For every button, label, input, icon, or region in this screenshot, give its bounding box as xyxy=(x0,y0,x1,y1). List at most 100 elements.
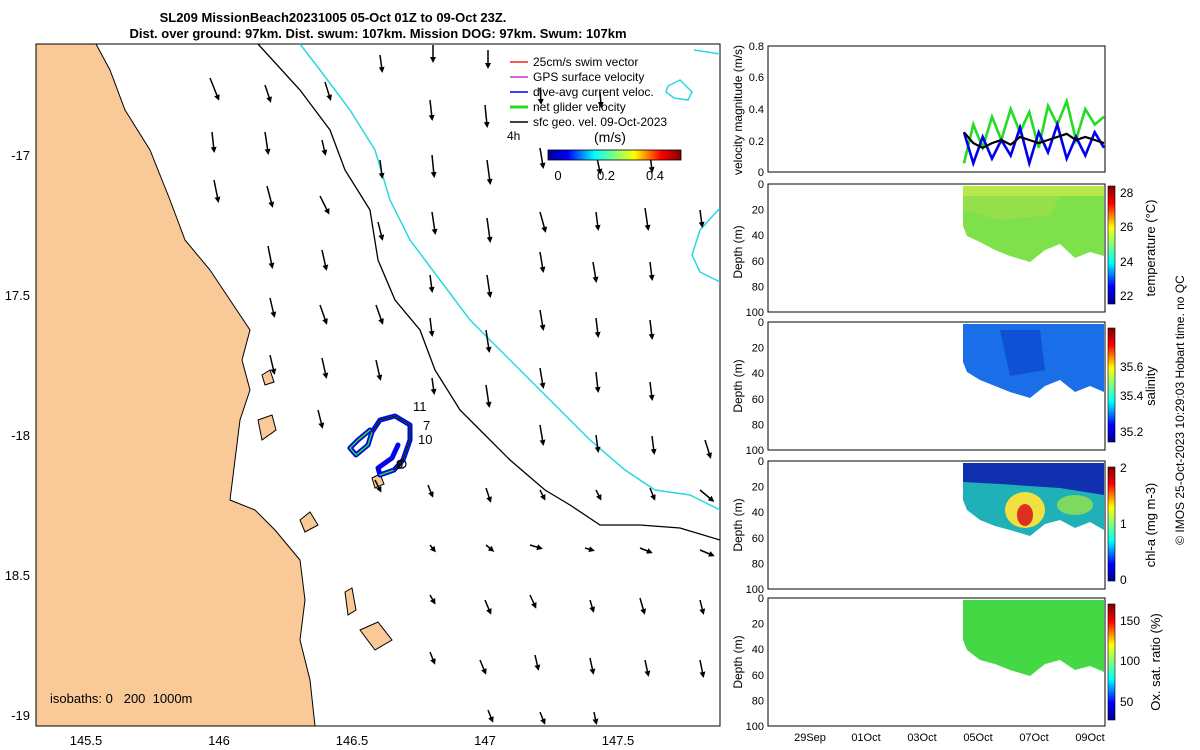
temperature-warm-band xyxy=(963,186,1104,196)
legend-dive-avg: dive-avg current veloc. xyxy=(533,85,654,99)
date-tick-09oct: 09Oct xyxy=(1075,732,1104,744)
lon-tick-147.5: 147.5 xyxy=(602,733,635,748)
lat-tick-17.5: 17.5 xyxy=(5,288,30,303)
temperature-mid-patch xyxy=(963,196,1060,220)
isobath-200m-east xyxy=(691,207,720,283)
map-lat-axis: -17 17.5 -18 18.5 -19 xyxy=(5,148,30,723)
velocity-panel-frame xyxy=(767,45,1106,173)
depth-tick-panel2-80: 80 xyxy=(752,419,764,431)
temperature-cblabel: temperature (°C) xyxy=(1143,200,1158,297)
colorbar-tick-2: 0.4 xyxy=(646,168,664,183)
depth-tick-panel4-80: 80 xyxy=(752,695,764,707)
depth-tick-panel3-60: 60 xyxy=(752,533,764,545)
legend-sfc-geo: sfc geo. vel. 09-Oct-2023 xyxy=(533,115,667,129)
depth-tick-panel1-100: 100 xyxy=(746,307,764,319)
chla-cblabel: chl-a (mg m-3) xyxy=(1143,483,1158,568)
track-label-11: 11 xyxy=(413,399,427,414)
lat-tick-17: -17 xyxy=(11,148,30,163)
velocity-lines xyxy=(962,97,1106,169)
velocity-ylabel: velocity magnitude (m/s) xyxy=(731,45,745,175)
coastline-land xyxy=(36,44,316,726)
depth-tick-panel3-20: 20 xyxy=(752,482,764,494)
oxygen-cbtick-50: 50 xyxy=(1120,695,1134,709)
track-label-9: 9 xyxy=(396,457,403,472)
oxygen-panel: Depth (m) 50 100 150 Ox. sat. ratio (%) xyxy=(731,597,1163,727)
island-2 xyxy=(299,511,319,533)
chla-patch-green xyxy=(1057,495,1093,515)
date-tick-03oct: 03Oct xyxy=(907,732,936,744)
depth-tick-panel2-60: 60 xyxy=(752,394,764,406)
depth-tick-panel4-100: 100 xyxy=(746,721,764,733)
isobath-1000m xyxy=(257,44,720,541)
colorbar-units: (m/s) xyxy=(594,129,626,145)
salinity-cbtick-35.6: 35.6 xyxy=(1120,360,1144,374)
track-label-10: 10 xyxy=(418,432,432,447)
lon-tick-145.5: 145.5 xyxy=(70,733,103,748)
chla-surface-band xyxy=(963,463,1104,495)
oxygen-cbtick-100: 100 xyxy=(1120,654,1140,668)
island-6 xyxy=(371,473,385,489)
lat-tick-18: -18 xyxy=(11,428,30,443)
velocity-panel: velocity magnitude (m/s) 0 0.2 0.4 0.6 0… xyxy=(731,41,1106,179)
imos-credit: © IMOS 25-Oct-2023 10:29:03 Hobart time.… xyxy=(1173,275,1187,545)
chla-cbtick-2: 2 xyxy=(1120,461,1127,475)
isobath-200m-ne xyxy=(665,79,693,101)
velocity-ytick-0: 0 xyxy=(758,167,764,179)
island-4 xyxy=(359,621,393,651)
map-lon-axis: 145.5 146 146.5 147 147.5 xyxy=(70,733,635,748)
oxygen-section xyxy=(963,600,1104,676)
date-axis: 29Sep 01Oct 03Oct 05Oct 07Oct 09Oct xyxy=(794,732,1105,744)
chla-panel: Depth (m) 0 1 2 chl-a (mg m-3) xyxy=(731,460,1158,590)
chla-colorbar xyxy=(1107,466,1116,582)
sfc-geo-velocity-arrows xyxy=(209,45,715,725)
map-panel: 11 7 10 9 25cm/s swim vector GPS surface… xyxy=(5,43,721,748)
temperature-cbtick-28: 28 xyxy=(1120,186,1134,200)
depth-tick-panel3-40: 40 xyxy=(752,507,764,519)
depth-tick-panel4-20: 20 xyxy=(752,619,764,631)
colorbar-tick-1: 0.2 xyxy=(597,168,615,183)
lon-tick-147: 147 xyxy=(474,733,496,748)
depth-tick-panel2-100: 100 xyxy=(746,445,764,457)
chla-max-patch-red xyxy=(1017,504,1033,526)
depth-tick-panel3-80: 80 xyxy=(752,558,764,570)
salinity-panel: Depth (m) 35.2 35.4 35.6 salinity xyxy=(731,321,1158,451)
velocity-series-0 xyxy=(962,97,1105,164)
depth-tick-panel1-80: 80 xyxy=(752,281,764,293)
velocity-ytick-4: 0.8 xyxy=(749,41,764,53)
depth-tick-panel1-0: 0 xyxy=(758,179,764,191)
depth-tick-panel2-40: 40 xyxy=(752,368,764,380)
velocity-series-2 xyxy=(963,131,1105,150)
legend-time-step: 4h xyxy=(507,129,520,143)
figure-title-line2: Dist. over ground: 97km. Dist. swum: 107… xyxy=(129,26,626,41)
salinity-ylabel: Depth (m) xyxy=(731,359,745,412)
temperature-ylabel: Depth (m) xyxy=(731,225,745,278)
speed-colorbar xyxy=(547,149,682,161)
legend-net-glider: net glider velocity xyxy=(533,100,626,114)
velocity-ytick-3: 0.6 xyxy=(749,72,764,84)
lon-tick-146.5: 146.5 xyxy=(336,733,369,748)
timeseries-panels: velocity magnitude (m/s) 0 0.2 0.4 0.6 0… xyxy=(731,41,1163,744)
oxygen-colorbar xyxy=(1107,603,1116,721)
temperature-colorbar xyxy=(1107,185,1116,305)
isobath-200m-top xyxy=(693,49,720,55)
temperature-panel: Depth (m) 22 24 26 28 temperature (°C) xyxy=(731,183,1158,313)
map-legend: 25cm/s swim vector GPS surface velocity … xyxy=(507,55,682,183)
depth-tick-panel4-60: 60 xyxy=(752,670,764,682)
salinity-cbtick-35.2: 35.2 xyxy=(1120,425,1144,439)
temperature-cbtick-26: 26 xyxy=(1120,220,1134,234)
depth-tick-panel1-40: 40 xyxy=(752,230,764,242)
temperature-cbtick-24: 24 xyxy=(1120,255,1134,269)
depth-tick-panel4-40: 40 xyxy=(752,644,764,656)
isobath-200m xyxy=(299,44,720,511)
velocity-ytick-2: 0.4 xyxy=(749,104,764,116)
figure-title-line1: SL209 MissionBeach20231005 05-Oct 01Z to… xyxy=(160,10,507,25)
velocity-ytick-1: 0.2 xyxy=(749,136,764,148)
oxygen-cblabel: Ox. sat. ratio (%) xyxy=(1148,613,1163,711)
temperature-cbtick-22: 22 xyxy=(1120,289,1134,303)
depth-tick-panel4-0: 0 xyxy=(758,593,764,605)
lat-tick-18.5: 18.5 xyxy=(5,568,30,583)
depth-tick-panel2-0: 0 xyxy=(758,317,764,329)
salinity-deep-patch xyxy=(1000,330,1045,376)
chla-cbtick-1: 1 xyxy=(1120,517,1127,531)
